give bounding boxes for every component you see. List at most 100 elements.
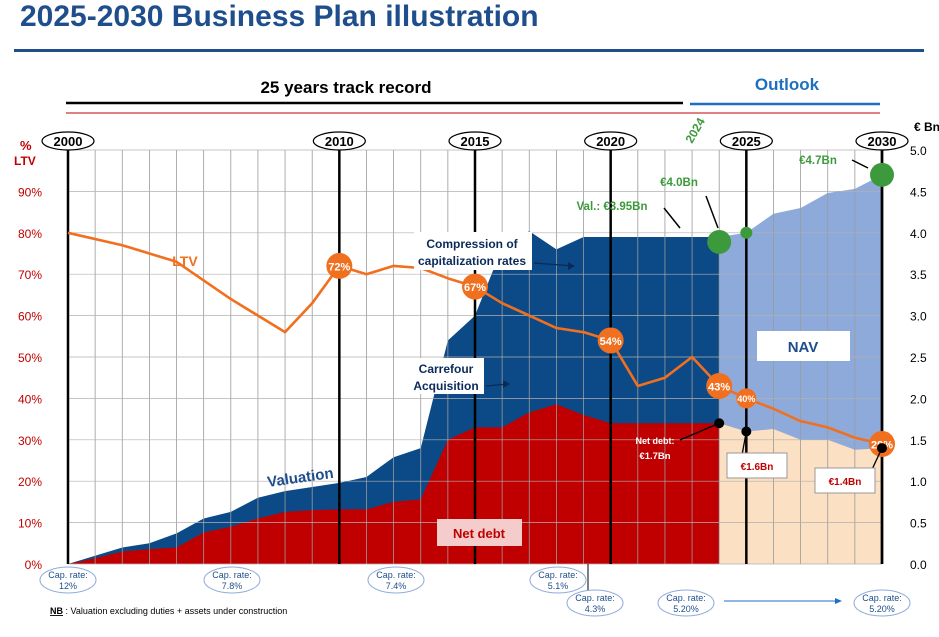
right-axis-tick: 4.5: [910, 185, 927, 199]
debt-2025-label: €1.6Bn: [741, 462, 774, 473]
left-axis-tick: 50%: [18, 351, 42, 365]
cap-rate-label-line2: 7.4%: [386, 581, 407, 591]
carrefour-box: [408, 358, 484, 394]
year-label: 2010: [325, 134, 354, 149]
ltv-series-label: LTV: [172, 253, 198, 269]
left-axis-tick: 30%: [18, 434, 42, 448]
valuation-2025-label: €4.0Bn: [660, 177, 698, 189]
left-axis-unit: %: [20, 138, 32, 153]
carrefour-label-line1: Carrefour: [419, 362, 474, 376]
valuation-2030-label: €4.7Bn: [799, 155, 837, 167]
year-label: 2025: [732, 134, 761, 149]
year-bubble: [312, 131, 366, 151]
compression-arrow: [533, 262, 575, 267]
right-axis-tick: 1.5: [910, 434, 927, 448]
net-debt-label: Net debt: [453, 526, 506, 541]
left-axis-tick: 70%: [18, 268, 42, 282]
footnote-nb: NB: [50, 606, 63, 616]
ltv-marker: [597, 327, 624, 354]
debt-2030-box: [814, 467, 876, 494]
cap-rate-bubble: [39, 566, 97, 594]
year-bubble: [41, 131, 95, 151]
ltv-marker-label: 54%: [600, 336, 622, 348]
right-axis-tick: 3.0: [910, 310, 927, 324]
right-axis-tick: 0.0: [910, 558, 927, 572]
compression-arrowhead: [568, 262, 575, 270]
right-axis-tick: 2.5: [910, 351, 927, 365]
valuation-point: [740, 226, 753, 239]
year-label: 2020: [596, 134, 625, 149]
right-axis-tick: 1.0: [910, 475, 927, 489]
footnote-text: : Valuation excluding duties + assets un…: [63, 606, 287, 616]
plot-area: 2000 2010 2015 2020 2025 2030 0% 10% 20% 30% 40% 50…: [18, 131, 927, 617]
carrefour-label-line2: Acquisition: [413, 379, 478, 393]
cap-rate-label-line1: Cap. rate:: [538, 570, 578, 580]
compression-label-line1: Compression of: [426, 237, 518, 251]
cap-rate-outlook-arrowhead: [835, 598, 842, 604]
title-rule: [14, 49, 924, 52]
nav-label: NAV: [788, 339, 819, 356]
left-axis-tick: 60%: [18, 310, 42, 324]
year-label: 2000: [54, 134, 83, 149]
net-debt-box: [437, 519, 522, 546]
year-bubble: [719, 131, 773, 151]
right-axis-tick: 5.0: [910, 144, 927, 158]
cap-rate-label-line2: 7.8%: [222, 581, 243, 591]
cap-rate-label-line2: 5.1%: [548, 581, 569, 591]
ltv-marker: [462, 273, 488, 300]
valuation-point: [870, 162, 894, 187]
debt-2024-label-line1: Net debt:: [636, 436, 675, 446]
left-axis-tick: 40%: [18, 392, 42, 406]
left-axis-tick: 20%: [18, 475, 42, 489]
year-label: 2015: [461, 134, 490, 149]
left-axis-tick: 0%: [25, 558, 43, 572]
debt-2030-label: €1.4Bn: [829, 477, 862, 488]
debt-2025-box: [726, 452, 788, 479]
cap-rate-label-line2: 5.20%: [673, 604, 699, 614]
ltv-marker-label: 43%: [708, 381, 730, 393]
cap-rate-bubble: [529, 566, 587, 594]
carrefour-arrowhead: [503, 380, 510, 388]
cap-rate-bubble: [853, 589, 911, 617]
nav-box: [757, 331, 850, 361]
debt-2024-label-line2: €1.7Bn: [639, 451, 670, 462]
cap-rate-bubble: [367, 566, 425, 594]
year-label: 2030: [868, 134, 897, 149]
left-axis-label: LTV: [14, 154, 36, 168]
footnote: NB : Valuation excluding duties + assets…: [50, 606, 287, 616]
cap-rate-label-line1: Cap. rate:: [862, 593, 902, 603]
valuation-point: [707, 229, 732, 254]
ltv-marker: [706, 372, 733, 399]
left-axis-tick: 10%: [18, 517, 42, 531]
ltv-line: [67, 231, 883, 446]
leader-val-2025: [705, 195, 719, 229]
cap-rate-label-line1: Cap. rate:: [48, 570, 88, 580]
compression-box: [414, 232, 532, 270]
leader-val-2030: [851, 159, 869, 169]
right-axis-tick: 3.5: [910, 268, 927, 282]
year-bubble: [448, 131, 502, 151]
year-2024-label: 2024: [682, 115, 708, 145]
ltv-marker-label: 40%: [737, 394, 755, 404]
compression-label-line2: capitalization rates: [418, 254, 526, 268]
right-axis-tick: 4.0: [910, 227, 927, 241]
ltv-marker: [326, 252, 353, 279]
right-axis-unit: € Bn: [914, 120, 939, 134]
left-axis-tick: 90%: [18, 185, 42, 199]
year-bubble: [584, 131, 638, 151]
ltv-marker: [736, 388, 757, 409]
page-title: 2025-2030 Business Plan illustration: [20, 0, 539, 33]
ltv-marker-label: 72%: [328, 261, 350, 273]
year-bubble: [855, 131, 909, 151]
track-record-label: 25 years track record: [260, 78, 431, 97]
cap-rate-label-line1: Cap. rate:: [376, 570, 416, 580]
leader-val-2024: [663, 207, 681, 229]
cap-rate-label-line1: Cap. rate:: [212, 570, 252, 580]
cap-rate-bubble: [566, 589, 624, 617]
left-axis-tick: 80%: [18, 227, 42, 241]
right-axis-tick: 0.5: [910, 517, 927, 531]
cap-rate-label-line2: 5.20%: [869, 604, 895, 614]
cap-rate-bubble: [657, 589, 715, 617]
cap-rate-label-line1: Cap. rate:: [575, 593, 615, 603]
